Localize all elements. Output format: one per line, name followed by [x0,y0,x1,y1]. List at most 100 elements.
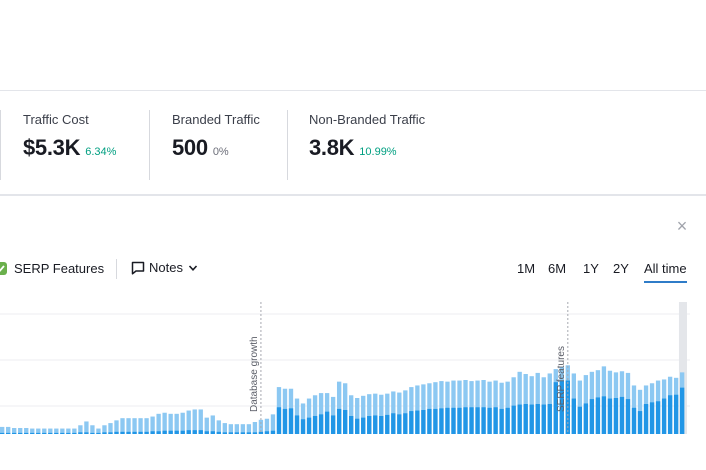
bar-non-branded[interactable] [511,377,516,434]
metric-traffic-cost[interactable]: Traffic Cost $5.3K 6.34% [23,112,116,161]
bar-non-branded[interactable] [78,425,83,434]
bar-non-branded[interactable] [415,385,420,434]
bar-branded[interactable] [192,430,197,434]
bar-branded[interactable] [84,432,89,434]
bar-non-branded[interactable] [108,423,113,434]
range-6m[interactable]: 6M [548,261,567,276]
bar-non-branded[interactable] [0,426,5,434]
bar-non-branded[interactable] [12,428,17,434]
bar-non-branded[interactable] [427,383,432,434]
bar-branded[interactable] [228,432,233,434]
bar-branded[interactable] [649,402,655,434]
bar-branded[interactable] [270,430,276,434]
bar-non-branded[interactable] [84,421,89,434]
bar-branded[interactable] [673,394,679,434]
bar-branded[interactable] [403,413,408,434]
bar-non-branded[interactable] [457,380,462,434]
bar-non-branded[interactable] [463,380,468,434]
bar-branded[interactable] [198,430,203,434]
bar-non-branded[interactable] [186,410,191,434]
bar-non-branded[interactable] [264,418,270,434]
bar-non-branded[interactable] [451,380,456,434]
bar-branded[interactable] [625,399,631,434]
bar-branded[interactable] [457,407,462,434]
bar-non-branded[interactable] [535,372,540,434]
bar-branded[interactable] [30,432,35,434]
bar-non-branded[interactable] [174,413,179,434]
bar-branded[interactable] [24,432,29,434]
bar-branded[interactable] [577,406,583,434]
bar-branded[interactable] [324,411,330,434]
bar-non-branded[interactable] [300,403,306,434]
bar-branded[interactable] [258,431,264,434]
bar-branded[interactable] [102,432,107,434]
bar-non-branded[interactable] [409,387,414,434]
bar-branded[interactable] [535,404,540,434]
bar-branded[interactable] [601,396,607,434]
bar-non-branded[interactable] [114,420,119,434]
bar-non-branded[interactable] [252,422,258,434]
bar-branded[interactable] [463,407,468,434]
bar-branded[interactable] [433,408,438,434]
bar-branded[interactable] [174,430,179,434]
bar-branded[interactable] [355,418,360,434]
range-all-time[interactable]: All time [644,261,687,283]
bar-branded[interactable] [367,416,372,434]
bar-branded[interactable] [655,401,661,434]
bar-branded[interactable] [529,404,534,434]
bar-non-branded[interactable] [168,413,173,434]
bar-branded[interactable] [180,430,185,434]
bar-non-branded[interactable] [373,393,378,434]
bar-branded[interactable] [493,407,498,434]
bar-non-branded[interactable] [270,414,276,434]
metric-branded-traffic[interactable]: Branded Traffic 500 0% [172,112,260,161]
bar-non-branded[interactable] [240,424,246,434]
bar-branded[interactable] [619,396,625,434]
bar-non-branded[interactable] [66,428,71,434]
bar-branded[interactable] [294,415,300,434]
bar-non-branded[interactable] [156,413,161,434]
bar-non-branded[interactable] [180,412,185,434]
bar-non-branded[interactable] [433,382,438,434]
bar-non-branded[interactable] [24,428,29,434]
bar-branded[interactable] [330,415,336,434]
bar-branded[interactable] [264,431,270,434]
bar-branded[interactable] [60,432,65,434]
bar-branded[interactable] [517,404,522,434]
bar-branded[interactable] [481,407,486,434]
bar-non-branded[interactable] [391,391,396,434]
bar-branded[interactable] [643,404,649,434]
bar-non-branded[interactable] [318,393,324,434]
bar-branded[interactable] [168,430,173,434]
bar-branded[interactable] [631,407,637,434]
bar-branded[interactable] [216,431,221,434]
bar-branded[interactable] [547,404,552,434]
bar-branded[interactable] [583,403,589,434]
bar-non-branded[interactable] [138,418,143,434]
bar-branded[interactable] [90,432,95,434]
check-icon[interactable] [0,262,7,275]
bar-branded[interactable] [661,398,667,434]
bar-non-branded[interactable] [192,409,197,434]
bar-non-branded[interactable] [517,371,522,434]
bar-non-branded[interactable] [216,420,221,434]
bar-branded[interactable] [385,414,390,434]
bar-branded[interactable] [475,407,480,434]
bar-branded[interactable] [487,407,492,434]
bar-non-branded[interactable] [246,424,252,434]
bar-branded[interactable] [439,408,444,434]
bar-non-branded[interactable] [306,398,312,434]
bar-branded[interactable] [541,404,546,434]
bar-branded[interactable] [427,408,432,434]
bar-non-branded[interactable] [481,380,486,434]
bar-branded[interactable] [54,432,59,434]
bar-non-branded[interactable] [90,425,95,434]
bar-branded[interactable] [36,432,41,434]
bar-branded[interactable] [306,417,312,434]
bar-branded[interactable] [667,395,673,434]
bar-non-branded[interactable] [18,428,23,434]
bar-branded[interactable] [78,432,83,434]
bar-branded[interactable] [48,432,53,434]
bar-branded[interactable] [282,408,288,434]
bar-non-branded[interactable] [361,395,366,434]
